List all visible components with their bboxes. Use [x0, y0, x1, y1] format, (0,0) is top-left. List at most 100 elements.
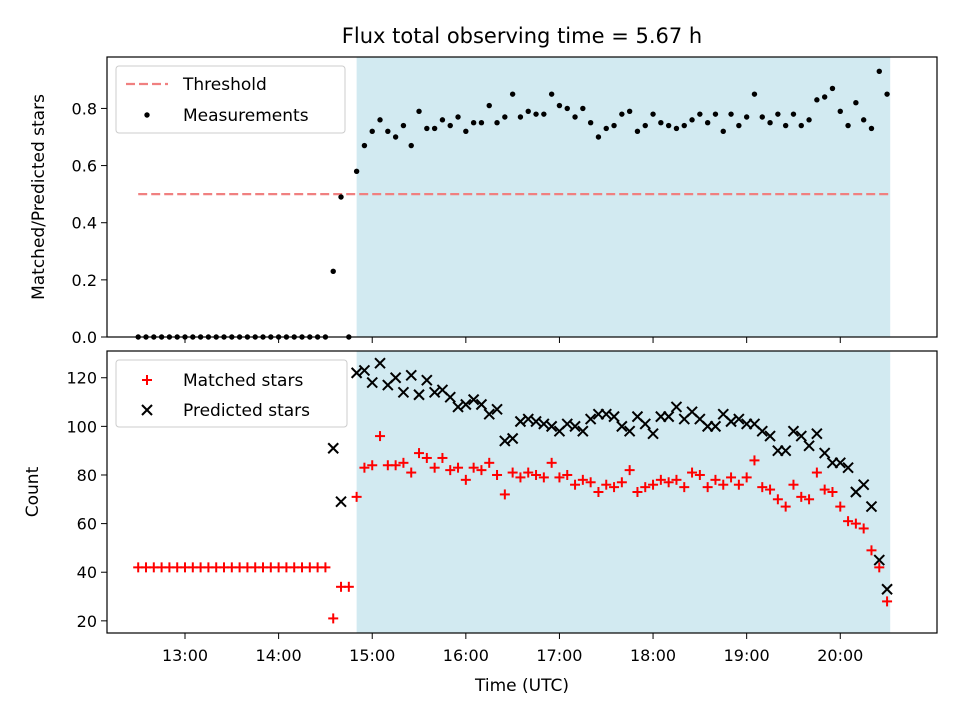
- matched-star-point: [476, 465, 487, 476]
- predicted-star-point: [600, 408, 612, 420]
- measurement-point: [853, 100, 859, 106]
- predicted-star-point: [460, 398, 472, 411]
- predicted-star-point: [522, 413, 534, 425]
- matched-star-point: [718, 479, 729, 490]
- measurement-point: [767, 120, 773, 126]
- y-tick-label: 0.2: [72, 271, 97, 290]
- measurement-point: [720, 128, 726, 134]
- y-tick-label: 80: [77, 466, 97, 485]
- measurement-point: [416, 108, 422, 114]
- matched-star-point: [351, 491, 362, 502]
- measurement-point: [385, 128, 391, 134]
- measurement-point: [697, 111, 703, 117]
- matched-star-point: [546, 457, 557, 468]
- matched-star-point: [562, 469, 573, 480]
- measurement-point: [424, 125, 430, 132]
- matched-star-point: [429, 462, 440, 473]
- predicted-star-point: [545, 420, 558, 433]
- matched-star-point: [804, 494, 815, 505]
- matched-star-point: [741, 472, 752, 483]
- measurement-point: [369, 128, 375, 134]
- measurement-point: [868, 125, 875, 132]
- measurement-point: [392, 134, 399, 140]
- measurement-point: [603, 125, 609, 132]
- predicted-star-point: [647, 427, 659, 440]
- legend: Threshold Measurements: [115, 65, 346, 134]
- matched-star-point: [788, 479, 799, 490]
- predicted-star-point: [608, 410, 620, 423]
- x-tick-label: 14:00: [256, 646, 302, 665]
- measurement-point: [759, 114, 765, 120]
- predicted-star-point: [374, 357, 386, 369]
- y-tick-label: 40: [77, 563, 97, 582]
- matched-star-point: [460, 474, 471, 485]
- matched-star-point: [624, 465, 635, 476]
- matched-star-point: [367, 460, 378, 471]
- matched-star-point: [507, 467, 518, 478]
- predicted-star-point: [428, 386, 441, 399]
- legend-matched-swatch: [142, 375, 152, 385]
- measurement-point: [587, 120, 594, 126]
- measurement-point: [447, 122, 453, 129]
- measurement-point: [541, 111, 547, 117]
- legend-measurements-label: Measurements: [183, 106, 309, 126]
- matched-star-point: [671, 474, 682, 485]
- matched-star-point: [882, 596, 893, 607]
- matched-star-point: [694, 469, 705, 480]
- predicted-star-point: [811, 427, 823, 440]
- x-tick-label: 19:00: [724, 646, 770, 665]
- measurement-point: [439, 117, 446, 123]
- legend: Matched stars Predicted stars: [115, 359, 348, 428]
- matched-star-point: [850, 518, 861, 529]
- matched-star-point: [484, 457, 495, 468]
- matched-star-point: [733, 479, 744, 490]
- measurement-point: [377, 117, 383, 123]
- legend-box: [115, 359, 348, 428]
- measurement-point: [798, 122, 804, 129]
- predicted-star-point: [873, 554, 885, 566]
- predicted-star-point: [483, 408, 495, 420]
- measurement-point: [455, 114, 461, 120]
- matched-star-point: [421, 452, 432, 463]
- y-tick-label: 0.8: [72, 99, 97, 118]
- matched-star-point: [679, 482, 690, 493]
- predicted-star-point: [413, 389, 425, 401]
- matched-star-point: [687, 467, 698, 478]
- matched-star-point: [375, 431, 386, 442]
- matched-star-point: [632, 487, 643, 497]
- legend-box: [115, 65, 346, 134]
- measurement-point: [338, 194, 344, 200]
- predicted-star-point: [803, 440, 815, 452]
- predicted-star-point: [444, 391, 456, 403]
- y-tick-label: 0.0: [72, 328, 97, 347]
- measurement-point: [743, 114, 750, 120]
- x-tick-label: 15:00: [349, 646, 395, 665]
- measurement-point: [712, 111, 719, 117]
- predicted-star-point: [787, 425, 800, 437]
- matched-star-point: [874, 562, 885, 573]
- predicted-star-point: [538, 418, 550, 430]
- measurement-point: [728, 111, 734, 117]
- matched-star-point: [398, 457, 409, 468]
- matched-star-point: [453, 462, 464, 473]
- legend-measurements-swatch: [144, 112, 150, 118]
- matched-star-point: [445, 465, 456, 476]
- predicted-star-point: [475, 398, 488, 411]
- predicted-star-point: [350, 367, 363, 379]
- predicted-star-point: [709, 420, 722, 433]
- predicted-star-point: [499, 435, 511, 447]
- legend-threshold-label: Threshold: [182, 75, 267, 95]
- measurement-point: [704, 120, 711, 126]
- measurement-point: [470, 120, 477, 126]
- matched-star-point: [819, 484, 830, 495]
- predicted-star-point: [834, 457, 846, 469]
- measurement-point: [353, 168, 360, 174]
- matched-star-point: [414, 448, 425, 459]
- predicted-star-point: [358, 364, 371, 377]
- measurement-point: [689, 117, 695, 123]
- x-tick-label: 20:00: [817, 646, 863, 665]
- predicted-star-point: [779, 444, 792, 457]
- matched-star-point: [359, 462, 370, 473]
- measurement-point: [814, 97, 820, 103]
- measurement-point: [845, 122, 851, 129]
